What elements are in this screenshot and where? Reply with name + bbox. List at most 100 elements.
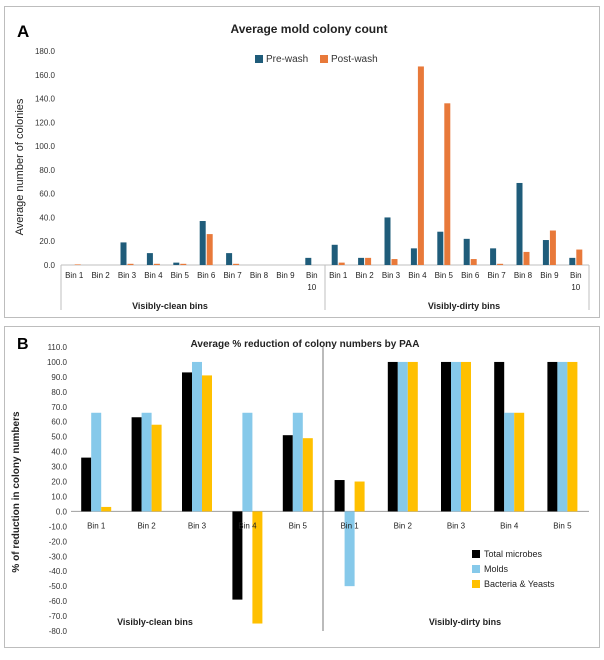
y-tick-label: 140.0: [35, 95, 56, 104]
chart-a-group-dirty: Visibly-dirty bins: [428, 301, 500, 311]
x-tick-label: Bin 3: [118, 271, 137, 280]
x-tick-label: Bin 3: [382, 271, 401, 280]
bar-post-wash-dirty-bin-2: [365, 257, 372, 265]
y-tick-label: 100.0: [47, 358, 68, 367]
y-tick-label: 20.0: [39, 237, 55, 246]
y-tick-label: 90.0: [51, 373, 67, 382]
chart-a: A Average mold colony count Average numb…: [14, 22, 590, 311]
legend-swatch-bacteria-yeasts: [472, 580, 480, 588]
y-tick-label: -80.0: [49, 627, 68, 636]
bar-total-microbes-clean-bin-1: [81, 457, 92, 512]
chart-a-title: Average mold colony count: [231, 22, 388, 36]
bar-total-microbes-clean-bin-2: [131, 417, 142, 512]
bar-post-wash-clean-bin-6: [206, 234, 213, 265]
x-tick-label: Bin 1: [65, 271, 84, 280]
y-tick-label: 160.0: [35, 71, 56, 80]
bar-molds-dirty-bin-2: [397, 361, 408, 512]
bar-total-microbes-clean-bin-3: [182, 372, 192, 512]
legend-swatch-molds: [472, 565, 480, 573]
bar-post-wash-clean-bin-7: [233, 263, 240, 265]
y-tick-label: -60.0: [49, 597, 68, 606]
y-tick-label: 0.0: [56, 507, 68, 516]
bar-post-wash-clean-bin-3: [127, 263, 134, 265]
chart-b-group-dirty: Visibly-dirty bins: [429, 617, 501, 627]
bar-total-microbes-dirty-bin-5: [547, 361, 558, 512]
bar-molds-clean-bin-3: [192, 361, 202, 512]
x-tick-label: Bin 7: [223, 271, 242, 280]
y-tick-label: 100.0: [35, 142, 56, 151]
bar-post-wash-dirty-bin-8: [523, 251, 530, 265]
bar-pre-wash-clean-bin-10: [305, 257, 312, 265]
chart-b-group-clean: Visibly-clean bins: [117, 617, 193, 627]
bar-pre-wash-dirty-bin-7: [490, 248, 497, 265]
bar-total-microbes-dirty-bin-3: [441, 361, 451, 512]
x-tick-label-part: Bin: [306, 271, 318, 280]
y-tick-label: -10.0: [49, 522, 68, 531]
y-tick-label: -20.0: [49, 537, 68, 546]
x-tick-label: Bin 4: [238, 521, 257, 530]
bar-pre-wash-clean-bin-7: [226, 253, 233, 265]
bar-molds-clean-bin-2: [141, 412, 152, 512]
bar-post-wash-dirty-bin-1: [338, 262, 345, 265]
x-tick-label: Bin 5: [435, 271, 454, 280]
x-tick-label: Bin 3: [447, 521, 466, 530]
bar-pre-wash-clean-bin-4: [146, 253, 153, 265]
legend-label-post-wash: Post-wash: [331, 54, 378, 65]
y-tick-label: 80.0: [39, 166, 55, 175]
bar-total-microbes-dirty-bin-4: [494, 361, 505, 512]
y-tick-label: -30.0: [49, 552, 68, 561]
y-tick-label: 60.0: [39, 190, 55, 199]
x-tick-label: Bin 6: [461, 271, 480, 280]
y-tick-label: 70.0: [51, 403, 67, 412]
panel-b: B Average % reduction of colony numbers …: [4, 326, 600, 648]
bar-pre-wash-dirty-bin-8: [516, 182, 523, 265]
x-tick-label-part: 10: [307, 283, 316, 292]
x-tick-label: Bin 8: [250, 271, 269, 280]
x-tick-label: Bin 5: [553, 521, 572, 530]
x-tick-label: Bin 4: [408, 271, 427, 280]
y-tick-label: -40.0: [49, 567, 68, 576]
x-tick-label: Bin 2: [91, 271, 110, 280]
x-tick-label: Bin 9: [540, 271, 559, 280]
chart-b-title: Average % reduction of colony numbers by…: [191, 339, 420, 350]
y-tick-label: 110.0: [48, 343, 68, 352]
bar-total-microbes-clean-bin-4: [232, 511, 243, 600]
x-tick-label: Bin 2: [355, 271, 374, 280]
x-tick-label: Bin 4: [144, 271, 163, 280]
bar-pre-wash-clean-bin-5: [173, 262, 180, 265]
bar-post-wash-dirty-bin-9: [549, 230, 556, 265]
bar-pre-wash-clean-bin-6: [199, 221, 206, 265]
bar-molds-dirty-bin-5: [557, 361, 568, 512]
bar-bacteria-yeasts-dirty-bin-5: [567, 361, 578, 512]
y-tick-label: 0.0: [44, 261, 56, 270]
x-tick-label: Bin 6: [197, 271, 216, 280]
bar-bacteria-yeasts-clean-bin-3: [202, 375, 212, 512]
bar-total-microbes-clean-bin-5: [282, 435, 293, 512]
bar-molds-dirty-bin-3: [451, 361, 461, 512]
x-tick-label: Bin 4: [500, 521, 519, 530]
bar-pre-wash-dirty-bin-10: [569, 257, 576, 265]
panel-a: A Average mold colony count Average numb…: [4, 6, 600, 318]
chart-a-group-clean: Visibly-clean bins: [132, 301, 208, 311]
legend-swatch-post-wash: [320, 55, 328, 63]
y-tick-label: 40.0: [39, 213, 55, 222]
y-tick-label: 30.0: [51, 463, 67, 472]
bar-molds-clean-bin-5: [292, 412, 303, 512]
y-tick-label: 180.0: [35, 47, 56, 56]
y-tick-label: 60.0: [51, 418, 67, 427]
bar-pre-wash-clean-bin-3: [120, 242, 127, 265]
bar-post-wash-dirty-bin-10: [576, 249, 583, 265]
legend-label-molds: Molds: [484, 564, 509, 574]
x-tick-label: Bin 2: [394, 521, 413, 530]
bar-post-wash-clean-bin-4: [153, 263, 160, 265]
legend-label-total-microbes: Total microbes: [484, 549, 543, 559]
bar-bacteria-yeasts-dirty-bin-3: [461, 361, 471, 512]
bar-post-wash-clean-bin-5: [180, 263, 187, 265]
bar-post-wash-dirty-bin-7: [497, 263, 504, 265]
bar-pre-wash-dirty-bin-3: [384, 217, 391, 265]
bar-pre-wash-dirty-bin-5: [437, 231, 444, 265]
bar-total-microbes-dirty-bin-2: [387, 361, 398, 512]
bar-molds-clean-bin-1: [91, 412, 102, 512]
chart-b-ylabel: % of reduction in colony numbers: [11, 411, 22, 573]
x-tick-label: Bin 8: [514, 271, 533, 280]
